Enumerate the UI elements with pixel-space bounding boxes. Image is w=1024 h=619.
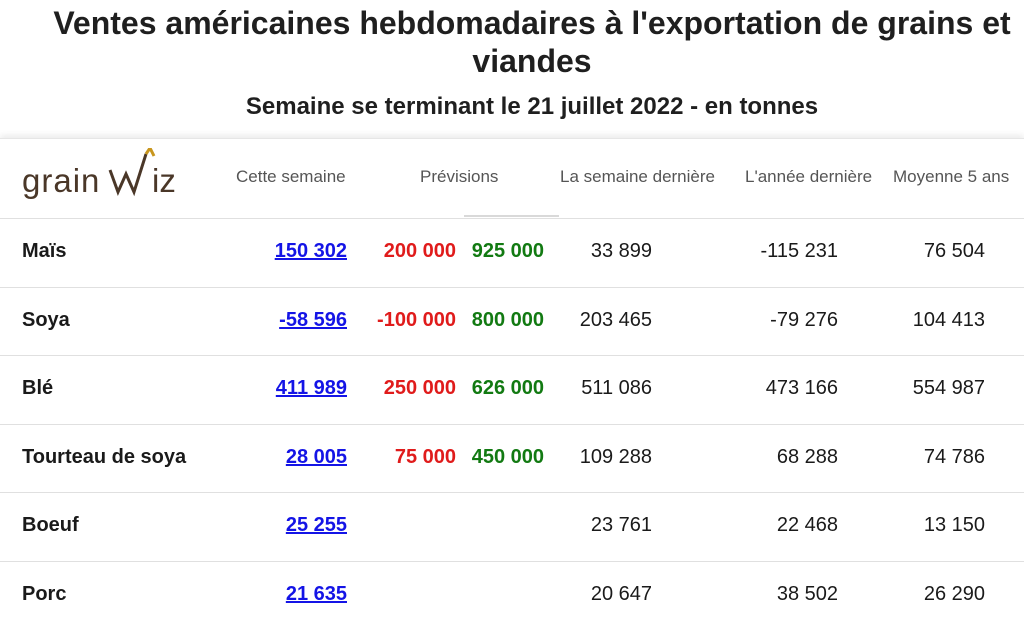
header-forecast: Prévisions	[420, 167, 499, 186]
last-week-value: 109 288	[579, 445, 652, 468]
row-divider	[0, 561, 1024, 562]
row-label: Maïs	[22, 240, 67, 262]
last-week-value: 20 647	[590, 583, 652, 605]
logo-wordmark: grain	[22, 162, 101, 199]
avg5-value: 74 786	[923, 445, 985, 468]
avg5-value: 104 413	[912, 308, 985, 331]
last-year-value: -79 276	[770, 308, 838, 331]
row-divider	[0, 492, 1024, 494]
last-week-value: 23 761	[590, 514, 652, 537]
forecast-high: 450 000	[471, 445, 544, 468]
this-week-link[interactable]: 150 302	[274, 240, 347, 262]
forecast-low: 75 000	[394, 445, 456, 468]
header-avg5: Moyenne 5 ans	[893, 167, 1010, 186]
row-divider	[0, 423, 1024, 425]
last-year-value: -115 231	[760, 240, 838, 262]
svg-text:iz: iz	[152, 162, 176, 198]
logo-w-icon: iz	[108, 148, 176, 198]
header-this-week: Cette semaine	[236, 167, 346, 186]
this-week-link[interactable]: 28 005	[285, 445, 347, 468]
page-title: Ventes américaines hebdomadaires à l'exp…	[53, 5, 1011, 79]
last-year-value: 68 288	[776, 445, 838, 468]
this-week-link[interactable]: -58 596	[279, 308, 347, 331]
last-week-value: 203 465	[579, 308, 652, 331]
last-week-value: 33 899	[590, 240, 652, 262]
row-label: Boeuf	[22, 514, 79, 537]
this-week-link[interactable]: 25 255	[285, 514, 347, 537]
header-last-year: L'année dernière	[745, 167, 873, 186]
forecast-header-underline	[464, 215, 559, 217]
header-last-week: La semaine dernière	[560, 167, 715, 186]
row-divider	[0, 286, 1024, 288]
forecast-high: 800 000	[471, 308, 544, 331]
row-label: Soya	[22, 308, 70, 331]
grainwiz-logo: grain iz	[22, 148, 176, 204]
row-label: Blé	[22, 377, 54, 400]
last-week-value: 511 086	[581, 377, 652, 400]
last-year-value: 473 166	[765, 377, 838, 400]
forecast-high: 626 000	[471, 377, 544, 400]
forecast-low: -100 000	[377, 308, 456, 331]
avg5-value: 554 987	[912, 377, 985, 400]
forecast-high: 925 000	[471, 240, 544, 262]
avg5-value: 76 504	[923, 240, 985, 262]
last-year-value: 22 468	[776, 514, 838, 537]
row-label: Porc	[22, 583, 67, 605]
avg5-value: 13 150	[923, 514, 985, 537]
forecast-low: 250 000	[383, 377, 456, 400]
last-year-value: 38 502	[776, 583, 838, 605]
this-week-link[interactable]: 21 635	[285, 583, 347, 605]
forecast-low: 200 000	[383, 240, 456, 262]
row-divider	[0, 355, 1024, 357]
avg5-value: 26 290	[923, 583, 985, 605]
row-label: Tourteau de soya	[22, 445, 187, 468]
this-week-link[interactable]: 411 989	[275, 377, 347, 400]
page-subtitle: Semaine se terminant le 21 juillet 2022 …	[245, 93, 819, 120]
row-divider	[0, 218, 1024, 219]
